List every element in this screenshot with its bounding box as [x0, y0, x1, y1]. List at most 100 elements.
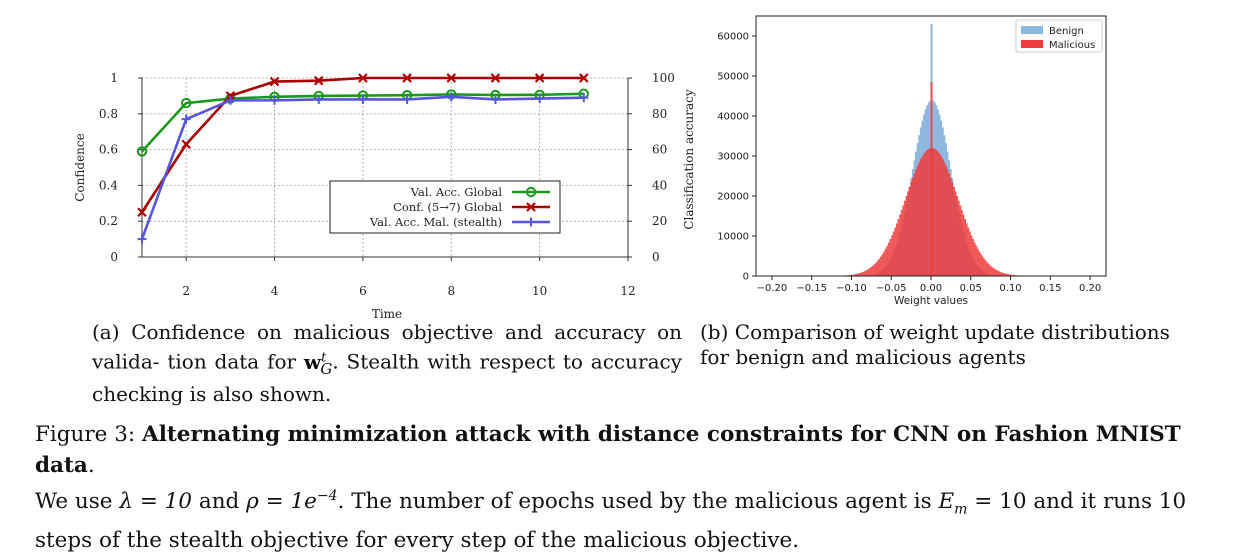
- rho-expression: ρ = 1e−4: [246, 488, 338, 515]
- subcaption-a-text-3: . Stealth with respect to accuracy check…: [92, 349, 682, 406]
- y-tick-label: 60000: [717, 32, 749, 43]
- x-tick-label: 6: [359, 284, 367, 298]
- x-marker: [137, 207, 147, 218]
- y-tick-label: 0.2: [99, 214, 118, 228]
- circle-marker: [136, 146, 148, 157]
- x-marker: [313, 75, 324, 86]
- lambda-expression: λ = 10: [119, 489, 193, 515]
- figure-title: Alternating minimization attack with dis…: [35, 422, 1181, 478]
- legend-label: Malicious: [1049, 40, 1095, 51]
- epochs-symbol: Em: [938, 489, 968, 518]
- x-tick-label: 0.15: [1039, 283, 1061, 294]
- y-tick-label: 10000: [717, 232, 749, 243]
- em-symbol: E: [938, 489, 955, 515]
- x-marker: [358, 73, 368, 83]
- y-tick-label: 0: [110, 250, 118, 264]
- subcaption-b: (b) Comparison of weight update distribu…: [700, 320, 1170, 370]
- y2-tick-label: 60: [652, 143, 667, 157]
- y-tick-label: 0: [743, 272, 749, 283]
- y2-tick-label: 100: [652, 71, 675, 85]
- x-marker: [579, 73, 589, 83]
- x-tick-label: 0.05: [960, 283, 982, 294]
- y-tick-label: 30000: [717, 152, 749, 163]
- caption-line3: steps of the stealth objective for every…: [35, 528, 800, 554]
- y-tick-label: 1: [110, 71, 118, 85]
- subcaption-a-text-1: Confidence on malicious objective and ac…: [92, 320, 682, 374]
- figure-label: Figure 3:: [35, 422, 136, 447]
- w-symbol: w: [303, 349, 322, 374]
- subcaption-a-label: (a): [92, 320, 120, 344]
- x-axis-label: Time: [372, 307, 402, 321]
- y-tick-label: 0.6: [99, 143, 118, 157]
- x-tick-label: 0.20: [1079, 283, 1101, 294]
- subcaption-a-math: wtG: [303, 349, 332, 378]
- weight-distribution-chart: −0.20 −0.15 −0.10 −0.05 0.00 0.05 0.10 0.15 0.20…: [717, 15, 1107, 308]
- legend-label: Val. Acc. Global: [410, 185, 503, 199]
- x-tick-label: 12: [620, 284, 635, 298]
- y2-tick-label: 0: [652, 250, 660, 264]
- y2-tick-label: 20: [652, 214, 667, 228]
- x-tick-label: −0.20: [757, 283, 788, 294]
- caption-and: and: [198, 489, 240, 515]
- circle-marker: [525, 186, 537, 198]
- x-marker: [269, 76, 280, 87]
- x-tick-label: 0.10: [999, 283, 1021, 294]
- circle-marker: [180, 97, 192, 109]
- y-axis-label: Confidence: [73, 133, 87, 201]
- y-tick-label: 20000: [717, 192, 749, 203]
- x-tick-label: −0.05: [876, 283, 907, 294]
- subcaption-a: (a) Confidence on malicious objective an…: [92, 320, 682, 407]
- x-tick-label: −0.10: [836, 283, 867, 294]
- x-marker: [490, 73, 501, 83]
- superscript-t: t: [321, 350, 327, 365]
- rho-e: e: [304, 489, 317, 515]
- legend: Benign Malicious: [1015, 19, 1103, 53]
- em-subscript: m: [954, 501, 968, 518]
- series-plus: [137, 92, 589, 244]
- x-tick-label: 4: [271, 284, 279, 298]
- histogram-bars: [819, 24, 1044, 276]
- x-marker: [446, 73, 457, 83]
- subcaption-b-label: (b): [700, 320, 729, 344]
- x-tick-label: −0.15: [796, 283, 827, 294]
- x-marker: [402, 73, 412, 83]
- subcaption-a-text-2: tion data for: [167, 349, 297, 374]
- y-tick-label: 40000: [717, 112, 749, 123]
- rho-exponent: −4: [316, 488, 338, 504]
- x-tick-label: 10: [532, 284, 547, 298]
- x-tick-label: 8: [447, 284, 455, 298]
- caption-line2-c: and it runs 10: [1033, 489, 1187, 515]
- subcaption-a-text-4: also shown.: [212, 381, 332, 406]
- figure-caption: Figure 3: Alternating minimization attac…: [35, 422, 1187, 554]
- y-tick-label: 0.8: [99, 107, 118, 121]
- subscript-g: G: [320, 359, 333, 378]
- y2-tick-label: 80: [652, 107, 667, 121]
- x-tick-label: 2: [182, 284, 190, 298]
- subcaption-b-text-1: Comparison of weight update distribution…: [734, 320, 1170, 344]
- caption-line2-a: We use: [35, 489, 113, 515]
- x-axis-label: Weight values: [894, 295, 968, 307]
- tick-labels: −0.20 −0.15 −0.10 −0.05 0.00 0.05 0.10 0.15 0.20…: [717, 32, 1101, 308]
- y-tick-label: 0.4: [99, 178, 118, 192]
- em-value: = 10: [974, 489, 1027, 515]
- hist-spike: [930, 82, 933, 276]
- legend-swatch: [1021, 40, 1043, 48]
- x-marker: [526, 202, 536, 212]
- x-marker: [534, 73, 545, 83]
- y-tick-label: 50000: [717, 72, 749, 83]
- figure-row: 0 0.2 0.4 0.6 0.8 1 0 20 40 60 80 100 2 4 6 8 10 12 Time Co…: [73, 15, 1107, 321]
- legend-label: Benign: [1049, 26, 1084, 37]
- caption-line2-b: . The number of epochs used by the malic…: [337, 489, 932, 515]
- legend-label: Conf. (5→7) Global: [393, 200, 502, 214]
- hist-malicious: [819, 82, 1044, 276]
- legend-label: Val. Acc. Mal. (stealth): [369, 215, 502, 229]
- rho-lhs: ρ = 1: [246, 489, 305, 515]
- y2-tick-label: 40: [652, 178, 667, 192]
- axes: [752, 15, 1107, 280]
- y2-axis-label: Classification accuracy: [682, 89, 696, 230]
- series-lines: [136, 73, 590, 244]
- legend-swatch: [1021, 26, 1043, 34]
